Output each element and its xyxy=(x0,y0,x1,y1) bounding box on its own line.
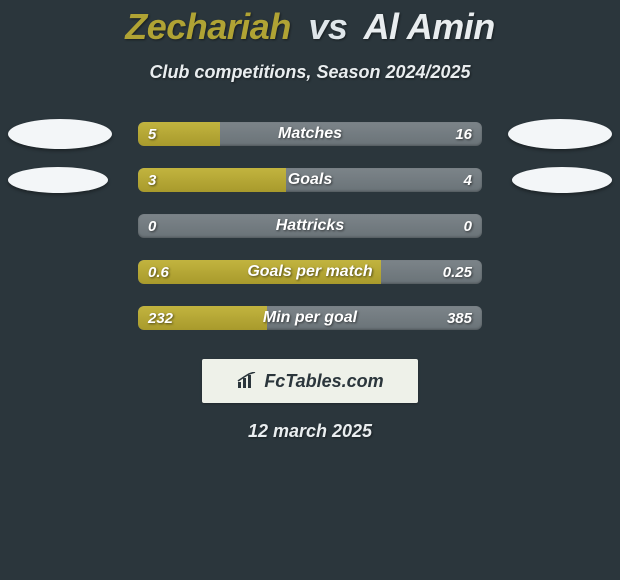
stat-bar: 232 Min per goal 385 xyxy=(138,306,482,330)
stat-bar: 0 Hattricks 0 xyxy=(138,214,482,238)
stat-label: Goals xyxy=(138,168,482,192)
page-title: Zechariah vs Al Amin xyxy=(0,0,620,48)
stat-value-right: 0 xyxy=(464,214,472,238)
brand-badge[interactable]: FcTables.com xyxy=(202,359,418,403)
stat-value-right: 385 xyxy=(447,306,472,330)
title-player2: Al Amin xyxy=(364,6,495,47)
team-badge-left xyxy=(8,167,108,193)
stat-label: Min per goal xyxy=(138,306,482,330)
stat-row: 0.6 Goals per match 0.25 xyxy=(0,249,620,295)
comparison-card: Zechariah vs Al Amin Club competitions, … xyxy=(0,0,620,580)
stat-row: 5 Matches 16 xyxy=(0,111,620,157)
brand-text: FcTables.com xyxy=(264,371,383,392)
bar-chart-icon xyxy=(236,372,258,390)
team-badge-right xyxy=(508,119,612,149)
stat-row: 3 Goals 4 xyxy=(0,157,620,203)
stat-bar: 5 Matches 16 xyxy=(138,122,482,146)
stat-bar: 3 Goals 4 xyxy=(138,168,482,192)
stat-label: Matches xyxy=(138,122,482,146)
stat-row: 232 Min per goal 385 xyxy=(0,295,620,341)
stat-value-right: 4 xyxy=(464,168,472,192)
stat-label: Hattricks xyxy=(138,214,482,238)
team-badge-right xyxy=(512,167,612,193)
title-player1: Zechariah xyxy=(125,6,291,47)
stat-label: Goals per match xyxy=(138,260,482,284)
team-badge-left xyxy=(8,119,112,149)
stat-row: 0 Hattricks 0 xyxy=(0,203,620,249)
brand-container: FcTables.com xyxy=(0,359,620,403)
stat-value-right: 0.25 xyxy=(443,260,472,284)
title-vs: vs xyxy=(308,6,347,47)
date-label: 12 march 2025 xyxy=(0,421,620,442)
stat-bar: 0.6 Goals per match 0.25 xyxy=(138,260,482,284)
subtitle: Club competitions, Season 2024/2025 xyxy=(0,62,620,83)
stat-value-right: 16 xyxy=(455,122,472,146)
stats-container: 5 Matches 16 3 Goals 4 0 Hattricks 0 xyxy=(0,111,620,341)
